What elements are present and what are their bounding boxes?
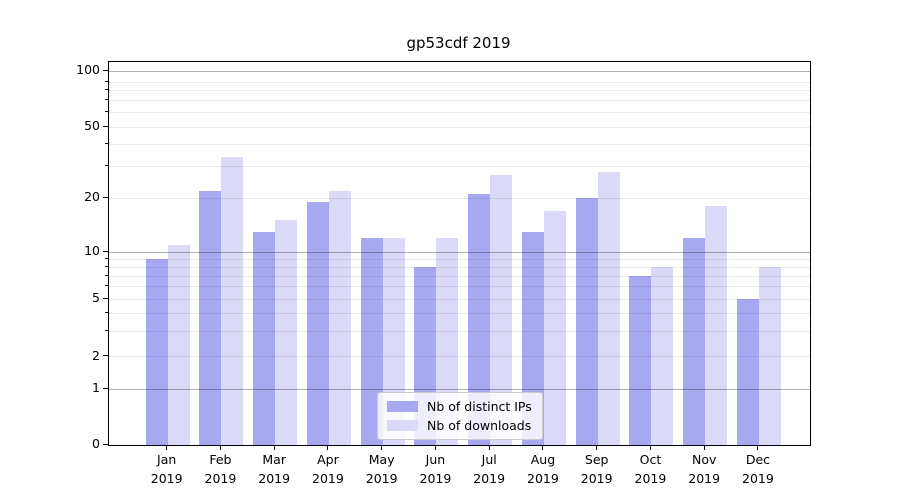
bar-downloads-feb xyxy=(221,156,244,445)
x-tick-label-nov: Nov 2019 xyxy=(688,452,721,486)
y-minor-tick-mark-40 xyxy=(105,142,108,144)
y-tick-mark-1 xyxy=(103,387,108,389)
bar-distinct-ips-jul xyxy=(468,194,491,445)
x-tick-mark-feb xyxy=(219,445,221,450)
x-tick-label-jan: Jan 2019 xyxy=(150,452,183,486)
x-tick-label-jul: Jul 2019 xyxy=(473,452,506,486)
bar-downloads-nov xyxy=(705,206,728,445)
x-tick-mark-sep xyxy=(596,445,598,450)
y-minor-tick-mark-90 xyxy=(105,80,108,82)
x-tick-mark-aug xyxy=(542,445,544,450)
y-minor-tick-mark-9 xyxy=(105,257,108,259)
bar-downloads-mar xyxy=(275,220,298,445)
y-minor-tick-mark-80 xyxy=(105,89,108,91)
y-minor-tick-mark-6 xyxy=(105,285,108,287)
bar-distinct-ips-nov xyxy=(683,237,706,445)
plot-area xyxy=(108,61,811,446)
x-tick-label-oct: Oct 2019 xyxy=(634,452,667,486)
y-tick-label-100: 100 xyxy=(76,62,100,77)
x-tick-mark-jan xyxy=(166,445,168,450)
y-tick-mark-100 xyxy=(103,69,108,71)
bar-distinct-ips-sep xyxy=(575,198,598,445)
x-tick-mark-jul xyxy=(488,445,490,450)
legend-label-downloads: Nb of downloads xyxy=(427,418,532,433)
x-tick-label-dec: Dec 2019 xyxy=(742,452,774,486)
x-tick-label-jun: Jun 2019 xyxy=(419,452,452,486)
legend: Nb of distinct IPs Nb of downloads xyxy=(377,392,543,440)
y-tick-label-5: 5 xyxy=(92,290,100,305)
bar-downloads-aug xyxy=(543,210,566,445)
y-tick-label-50: 50 xyxy=(84,118,100,133)
y-tick-label-20: 20 xyxy=(84,189,100,204)
legend-label-distinct-ips: Nb of distinct IPs xyxy=(427,399,532,414)
bar-downloads-jul xyxy=(490,174,513,445)
x-tick-label-sep: Sep 2019 xyxy=(580,452,613,486)
x-tick-mark-apr xyxy=(327,445,329,450)
y-tick-label-2: 2 xyxy=(92,347,100,363)
y-minor-tick-mark-8 xyxy=(105,265,108,267)
y-tick-mark-10 xyxy=(103,250,108,252)
bar-downloads-jan xyxy=(167,244,190,445)
y-tick-mark-5 xyxy=(103,297,108,299)
legend-swatch-downloads xyxy=(387,420,418,431)
y-tick-label-0: 0 xyxy=(92,436,100,451)
y-minor-tick-mark-60 xyxy=(105,110,108,112)
x-tick-label-apr: Apr 2019 xyxy=(312,452,344,486)
bar-distinct-ips-feb xyxy=(199,190,222,445)
bar-downloads-sep xyxy=(597,171,620,445)
bars-layer xyxy=(109,62,810,445)
bar-downloads-dec xyxy=(758,267,781,445)
legend-item-downloads: Nb of downloads xyxy=(387,418,532,433)
bar-distinct-ips-aug xyxy=(521,231,544,445)
bar-distinct-ips-mar xyxy=(253,231,276,445)
y-minor-tick-mark-7 xyxy=(105,274,108,276)
bar-distinct-ips-jan xyxy=(145,259,168,445)
x-tick-mark-mar xyxy=(273,445,275,450)
y-minor-tick-mark-30 xyxy=(105,165,108,167)
y-tick-mark-2 xyxy=(103,355,108,356)
bar-downloads-oct xyxy=(651,267,674,445)
chart-title: gp53cdf 2019 xyxy=(406,34,511,52)
y-minor-tick-mark-70 xyxy=(105,99,108,101)
y-tick-mark-0 xyxy=(103,443,108,445)
y-minor-tick-mark-4 xyxy=(105,311,108,313)
x-tick-mark-may xyxy=(381,445,383,450)
y-tick-mark-50 xyxy=(103,125,108,127)
y-tick-label-1: 1 xyxy=(92,380,100,395)
bar-downloads-apr xyxy=(328,190,351,445)
y-tick-mark-20 xyxy=(103,196,108,198)
x-tick-label-mar: Mar 2019 xyxy=(258,452,291,486)
legend-item-distinct-ips: Nb of distinct IPs xyxy=(387,399,532,414)
y-minor-tick-mark-3 xyxy=(105,329,108,331)
bar-distinct-ips-apr xyxy=(306,201,329,445)
x-tick-label-feb: Feb 2019 xyxy=(204,452,237,486)
y-tick-label-10: 10 xyxy=(84,243,100,258)
x-tick-mark-oct xyxy=(649,445,651,450)
x-tick-mark-nov xyxy=(703,445,705,450)
bar-distinct-ips-oct xyxy=(629,276,652,445)
x-tick-label-may: May 2019 xyxy=(365,452,398,486)
legend-swatch-distinct-ips xyxy=(387,401,418,412)
x-tick-mark-jun xyxy=(434,445,436,450)
bar-distinct-ips-dec xyxy=(736,299,759,445)
x-tick-label-aug: Aug 2019 xyxy=(527,452,559,486)
x-tick-mark-dec xyxy=(757,445,759,450)
